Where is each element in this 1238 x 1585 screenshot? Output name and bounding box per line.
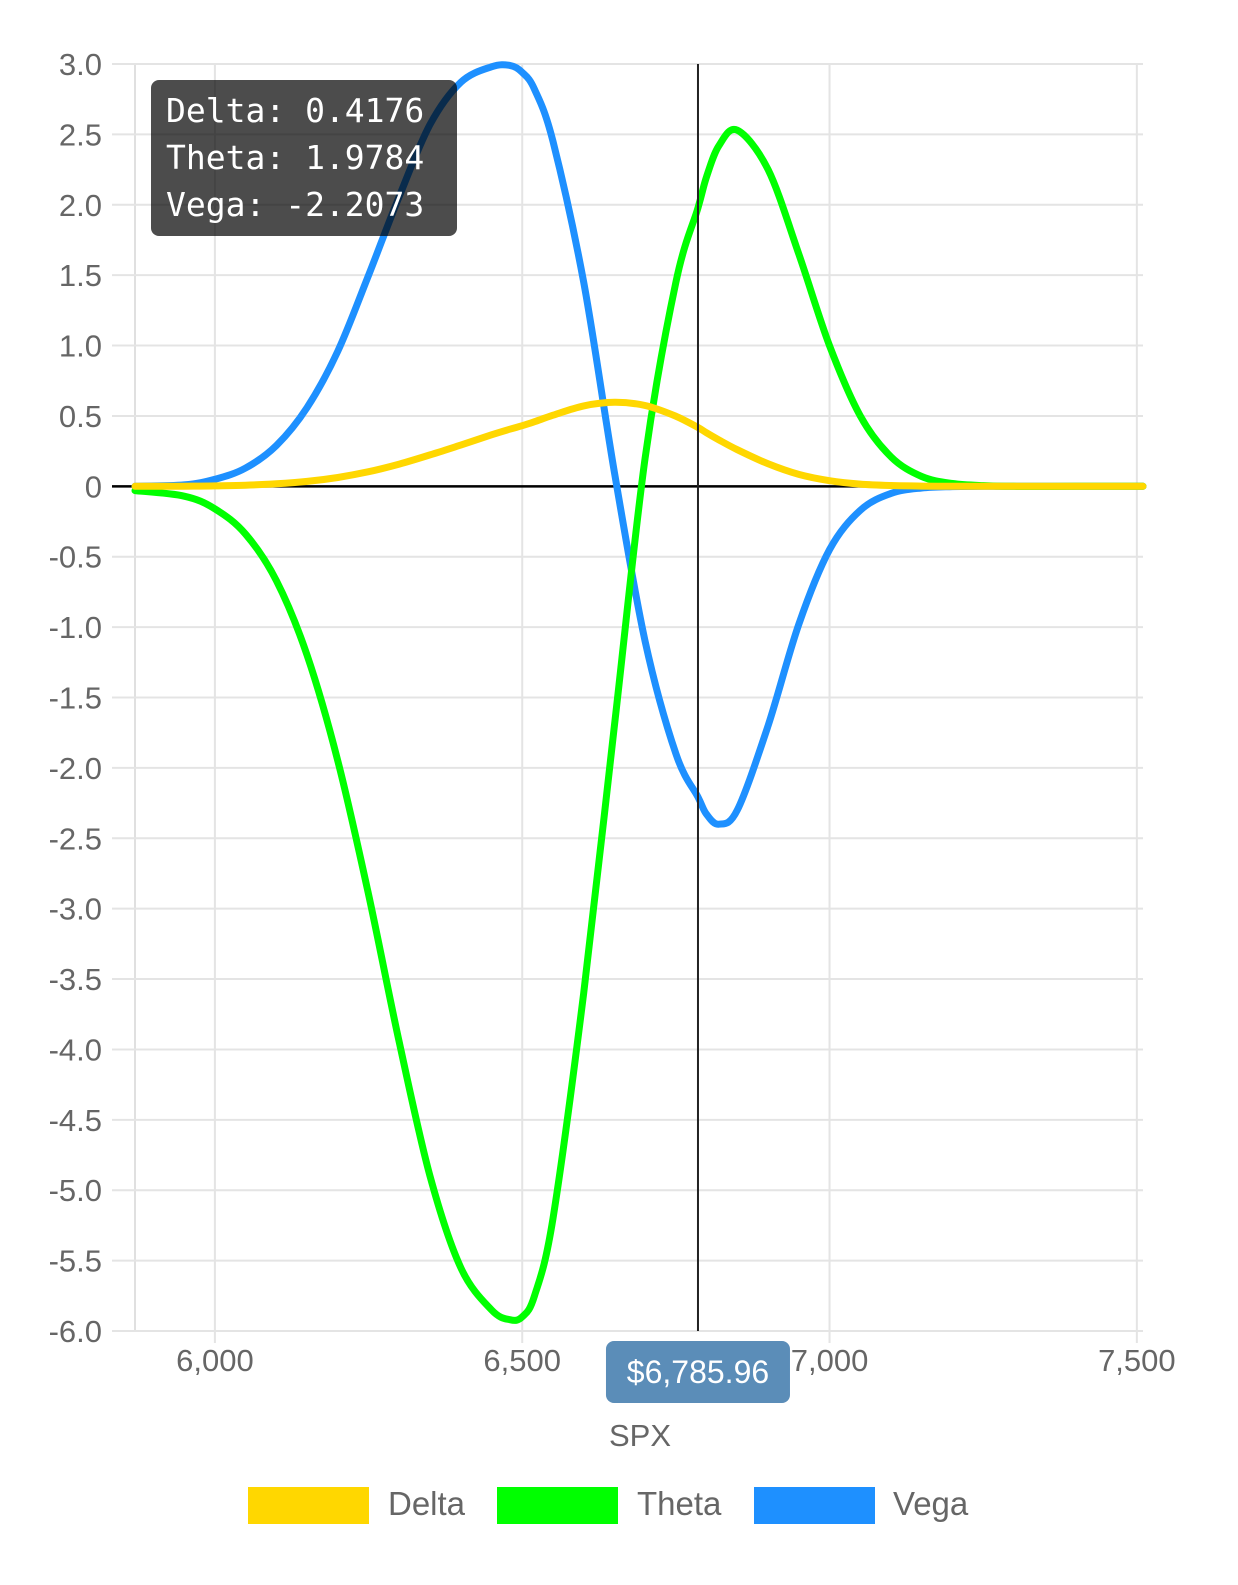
y-tick-label: -3.5: [49, 962, 102, 997]
y-tick-label: 1.0: [59, 329, 102, 364]
series-line-delta: [131, 398, 1147, 490]
y-tick-label: 3.0: [59, 47, 102, 82]
tooltip: Delta: 0.4176 Theta: 1.9784 Vega: -2.207…: [151, 80, 457, 236]
x-tick-label: 7,000: [791, 1343, 869, 1378]
y-tick-label: -3.0: [49, 892, 102, 927]
tooltip-line-delta: Delta: 0.4176: [166, 91, 424, 130]
crosshair-price-badge: $6,785.96: [605, 1341, 790, 1403]
series-line-vega: [131, 61, 1147, 828]
y-tick-label: -1.0: [49, 610, 102, 645]
crosshair-price-label: $6,785.96: [627, 1354, 769, 1390]
x-axis: 6,000 6,500 7,000 7,500: [176, 1343, 1176, 1378]
y-tick-label: 2.0: [59, 188, 102, 223]
tooltip-line-vega: Vega: -2.2073: [166, 185, 424, 224]
y-tick-label: -4.5: [49, 1103, 102, 1138]
x-tick-label: 7,500: [1098, 1343, 1176, 1378]
grid: [112, 63, 1143, 1343]
legend-label-theta: Theta: [637, 1485, 722, 1522]
y-tick-label: 2.5: [59, 117, 102, 152]
y-tick-label: -1.5: [49, 681, 102, 716]
legend-swatch-vega: [754, 1487, 875, 1524]
x-tick-label: 6,000: [176, 1343, 254, 1378]
y-tick-label: -6.0: [49, 1314, 102, 1349]
y-tick-label: -2.5: [49, 821, 102, 856]
series-lines: [131, 61, 1147, 1324]
y-tick-label: -5.0: [49, 1173, 102, 1208]
legend-label-delta: Delta: [388, 1485, 466, 1522]
legend-swatch-delta: [248, 1487, 369, 1524]
tooltip-line-theta: Theta: 1.9784: [166, 138, 424, 177]
y-tick-label: 1.5: [59, 258, 102, 293]
series-line-theta: [131, 125, 1147, 1324]
legend: Delta Theta Vega: [248, 1485, 969, 1524]
y-tick-label: 0: [85, 469, 102, 504]
y-tick-label: -5.5: [49, 1244, 102, 1279]
y-tick-label: -4.0: [49, 1032, 102, 1067]
x-tick-label: 6,500: [483, 1343, 561, 1378]
x-axis-title: SPX: [609, 1418, 671, 1453]
legend-swatch-theta: [497, 1487, 618, 1524]
y-tick-label: 0.5: [59, 399, 102, 434]
legend-label-vega: Vega: [893, 1485, 969, 1522]
y-tick-label: -0.5: [49, 540, 102, 575]
y-axis: 3.0 2.5 2.0 1.5 1.0 0.5 0 -0.5 -1.0 -1.5 -2.0 -2.5 -…: [49, 47, 102, 1349]
y-tick-label: -2.0: [49, 751, 102, 786]
